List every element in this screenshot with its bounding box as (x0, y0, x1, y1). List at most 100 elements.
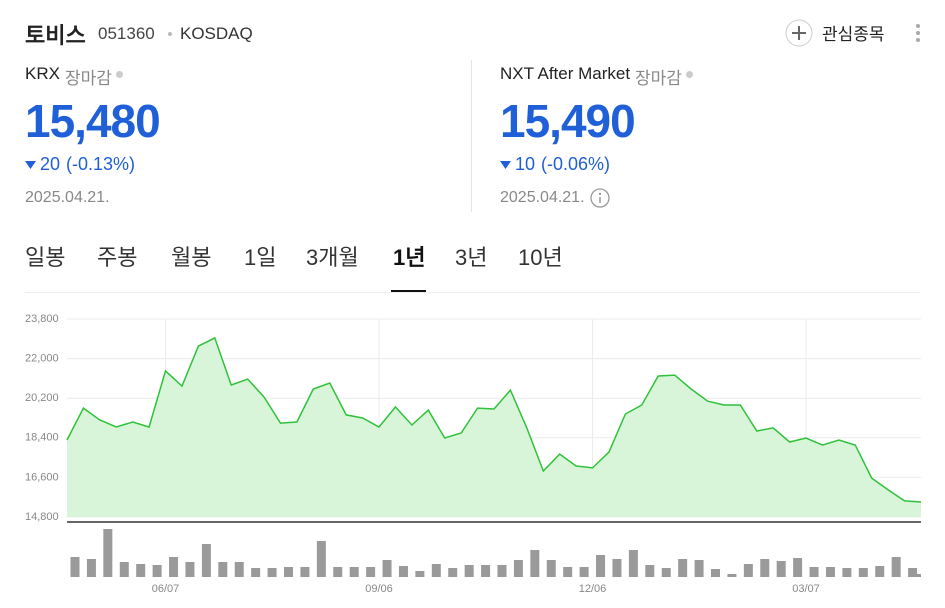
tab[interactable]: 일봉 (25, 245, 66, 270)
date: 2025.04.21. (500, 189, 585, 206)
volume-bar (645, 565, 655, 577)
volume-bar (234, 562, 244, 577)
volume-bar (136, 564, 146, 577)
date: 2025.04.21. (25, 189, 110, 206)
market: KOSDAQ (180, 24, 253, 43)
volume-bar (382, 560, 392, 577)
stock-code: 051360 (98, 24, 155, 43)
volume-bar (152, 565, 162, 577)
down-arrow (25, 161, 36, 169)
volume-bar (678, 559, 688, 577)
volume-bar (185, 562, 195, 577)
volume-bar (169, 557, 179, 577)
volume-bar (201, 544, 211, 577)
volume-bar (267, 568, 277, 577)
y-tick-label: 16,600 (25, 471, 59, 483)
volume-bar (825, 567, 835, 577)
volume-bar (464, 565, 474, 577)
volume-bar (912, 574, 921, 577)
tab[interactable]: 10년 (518, 245, 563, 270)
volume-bar (563, 567, 573, 577)
volume-bar (628, 550, 638, 577)
volume-bar (448, 568, 458, 577)
volume-bar (793, 558, 803, 577)
venue: NXT After Market (500, 64, 631, 83)
y-tick-label: 14,800 (25, 511, 59, 523)
volume-bar (694, 560, 704, 577)
volume-bar (546, 560, 556, 577)
volume-bar (809, 567, 819, 577)
tab[interactable]: 1일 (244, 245, 277, 270)
volume-bar (891, 557, 901, 577)
change: 10 (515, 154, 536, 174)
tab[interactable]: 주봉 (97, 245, 138, 270)
volume-bar (612, 559, 622, 577)
add-icon[interactable] (784, 18, 814, 48)
volume-bar (300, 567, 310, 577)
chart: 14,800 16,600 18,400 20,200 22,000 23,800 06/0… (25, 313, 922, 595)
y-tick-label: 18,400 (25, 432, 59, 444)
volume-bar (218, 562, 228, 577)
status-dot (116, 71, 123, 78)
more-menu[interactable] (913, 22, 923, 44)
volume-bar (398, 566, 408, 577)
tab[interactable]: 1년 (393, 245, 426, 270)
price-area (67, 337, 921, 517)
price-line (66, 336, 922, 503)
volume-bar (251, 568, 261, 577)
volume-bar (908, 568, 918, 577)
volume-bar (316, 541, 326, 577)
volume-bar (875, 566, 885, 577)
x-tick-label: 03/07 (792, 583, 820, 595)
volume-bar (513, 560, 523, 577)
volume-bar (596, 555, 606, 577)
volume-bar (366, 567, 376, 577)
volume-bar (497, 565, 507, 577)
y-tick-label: 20,200 (25, 392, 59, 404)
volume-bar (86, 559, 96, 577)
x-tick-label: 06/07 (152, 583, 180, 595)
volume-bar (858, 568, 868, 577)
tab-divider (25, 292, 920, 293)
volume-bar (415, 571, 425, 577)
volume-bar (661, 568, 671, 577)
x-tick-label: 12/06 (579, 583, 607, 595)
tab[interactable]: 월봉 (171, 245, 212, 270)
status-dot (686, 71, 693, 78)
volume-bar (349, 567, 359, 577)
volume-bar (711, 569, 720, 577)
change: 20 (40, 154, 61, 174)
market-status: 장마감 (65, 69, 112, 88)
volume-bar (760, 559, 770, 577)
volume-bar (530, 550, 540, 577)
venue: KRX (25, 64, 60, 83)
volume-bar (103, 529, 113, 577)
market-status: 장마감 (635, 69, 682, 88)
volume-bar (284, 567, 293, 577)
volume-bar (727, 574, 737, 577)
y-tick-label: 22,000 (25, 353, 59, 365)
volume-bar (333, 567, 343, 577)
volume-bar (70, 557, 80, 577)
volume-bar (776, 561, 786, 577)
volume-bar (431, 564, 441, 577)
watchlist-button[interactable]: 관심종목 (822, 25, 885, 44)
price: 15,490 (500, 95, 636, 147)
volume-bar (481, 565, 491, 577)
change-percent: (-0.06%) (541, 154, 611, 174)
volume-bar (842, 568, 852, 577)
x-tick-label: 09/06 (365, 583, 393, 595)
tab[interactable]: 3년 (455, 245, 488, 270)
down-arrow (500, 161, 511, 169)
y-tick-label: 23,800 (25, 313, 59, 325)
volume-bar (579, 567, 589, 577)
volume-bar (119, 562, 129, 577)
volume-bar (743, 564, 753, 577)
tab[interactable]: 3개월 (306, 245, 359, 270)
price: 15,480 (25, 95, 161, 147)
divider (471, 60, 472, 212)
separator-dot (168, 32, 172, 36)
stock-name: 토비스 (25, 23, 86, 48)
info-icon[interactable] (589, 187, 611, 209)
